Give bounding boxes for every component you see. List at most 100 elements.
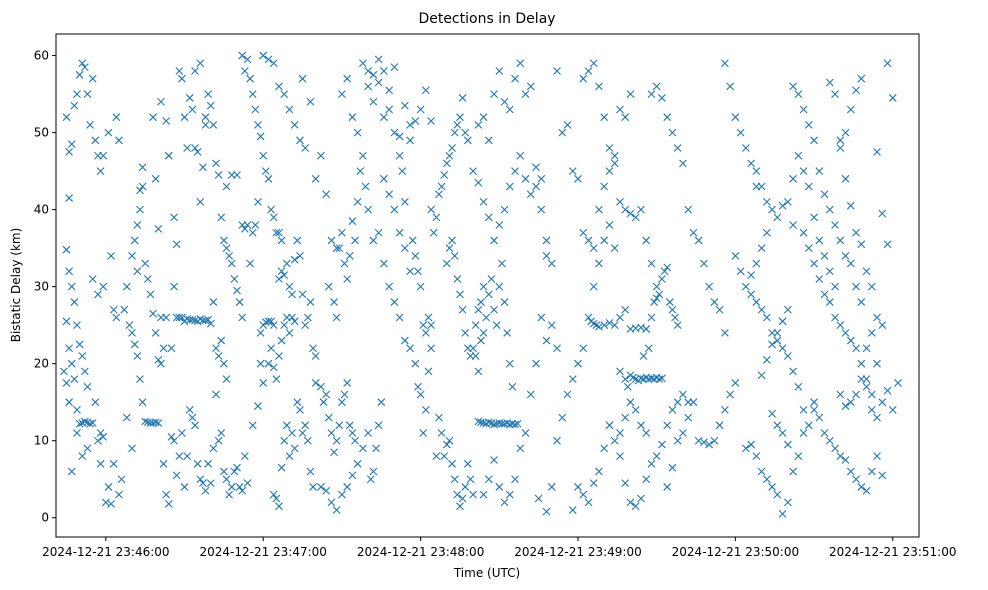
data-point: [264, 174, 273, 183]
data-point: [178, 313, 186, 322]
data-point: [330, 448, 338, 457]
y-tick-label: 60: [34, 49, 49, 63]
x-tick-label: 2024-12-21 23:49:00: [514, 545, 641, 559]
data-point: [136, 186, 144, 195]
data-point: [820, 429, 829, 437]
data-point: [151, 418, 160, 427]
data-point: [212, 344, 220, 353]
data-point: [500, 97, 509, 106]
data-point: [193, 459, 202, 468]
data-point: [595, 322, 603, 331]
data-point: [505, 359, 514, 368]
data-point: [862, 267, 871, 276]
data-point: [301, 321, 310, 330]
data-point: [537, 313, 546, 322]
data-point: [332, 313, 341, 322]
data-point: [804, 182, 813, 191]
data-point: [846, 201, 855, 210]
data-point: [269, 490, 278, 499]
data-point: [542, 336, 551, 345]
data-point: [474, 121, 483, 129]
data-point: [256, 359, 265, 368]
data-point: [878, 321, 887, 330]
data-point: [240, 224, 249, 233]
data-point: [62, 379, 71, 387]
y-axis-label: Bistatic Delay (km): [9, 228, 23, 343]
data-point: [267, 205, 275, 214]
data-point: [191, 421, 199, 430]
data-point: [616, 452, 624, 461]
data-point: [146, 290, 155, 299]
data-point: [542, 507, 551, 516]
data-point: [167, 432, 176, 441]
data-point: [445, 244, 454, 253]
data-point: [487, 275, 496, 283]
data-point: [495, 67, 504, 75]
data-point: [88, 275, 97, 283]
data-point: [705, 282, 714, 291]
data-point: [309, 344, 317, 353]
data-point: [857, 240, 866, 249]
data-point: [852, 390, 860, 399]
data-point: [301, 144, 310, 152]
data-point: [558, 413, 567, 422]
data-point: [269, 363, 278, 372]
data-point: [254, 121, 262, 129]
data-point: [474, 305, 483, 314]
data-point: [335, 244, 344, 253]
data-point: [815, 413, 824, 422]
data-point: [301, 421, 310, 430]
data-point: [285, 452, 294, 461]
data-point: [338, 398, 346, 407]
data-point: [679, 429, 687, 437]
data-point: [616, 429, 624, 437]
data-point: [254, 198, 262, 206]
data-point: [88, 74, 97, 83]
data-point: [94, 436, 102, 445]
data-point: [275, 275, 283, 283]
data-point: [579, 74, 588, 83]
data-point: [309, 483, 317, 491]
data-point: [584, 236, 593, 245]
data-point: [193, 147, 202, 156]
data-point: [421, 328, 430, 337]
data-point: [280, 321, 289, 330]
data-point: [888, 406, 897, 414]
data-point: [73, 90, 81, 98]
data-point: [395, 313, 404, 322]
data-point: [521, 174, 530, 183]
data-point: [778, 344, 787, 353]
data-point: [626, 209, 635, 218]
data-point: [762, 355, 771, 364]
data-point: [149, 113, 157, 122]
data-point: [658, 275, 666, 283]
data-point: [322, 190, 331, 199]
data-point: [503, 328, 512, 337]
data-point: [773, 336, 782, 345]
data-point: [96, 167, 105, 176]
data-point: [621, 113, 630, 122]
data-point: [532, 359, 540, 368]
data-point: [206, 319, 215, 328]
data-point: [128, 444, 136, 453]
data-point: [789, 367, 797, 376]
data-point: [626, 90, 635, 98]
data-point: [463, 459, 472, 468]
data-point: [251, 221, 260, 229]
data-point: [831, 282, 839, 291]
data-point: [364, 205, 373, 214]
data-point: [70, 101, 79, 110]
data-point: [547, 483, 556, 491]
data-point: [490, 305, 498, 314]
data-point: [199, 163, 207, 172]
data-point: [259, 51, 268, 60]
data-point: [679, 390, 687, 399]
data-point: [385, 190, 394, 199]
data-point: [101, 498, 110, 507]
data-point: [841, 174, 850, 183]
data-point: [595, 82, 603, 91]
data-point: [175, 313, 184, 322]
data-point: [810, 213, 818, 222]
